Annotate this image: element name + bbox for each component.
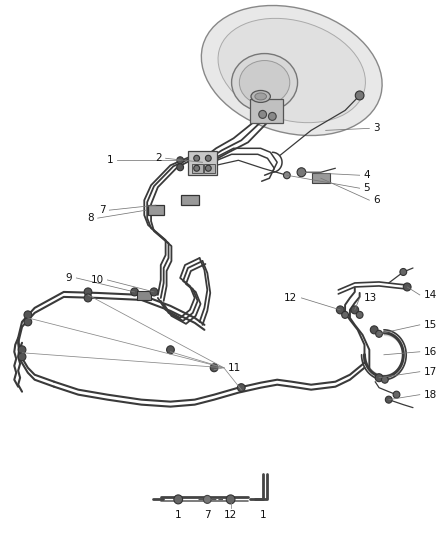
Text: 3: 3 (373, 123, 380, 133)
Circle shape (393, 391, 400, 398)
Text: 8: 8 (87, 213, 94, 223)
FancyBboxPatch shape (192, 164, 203, 173)
Circle shape (375, 374, 383, 382)
Text: 14: 14 (424, 290, 437, 300)
Circle shape (24, 318, 32, 326)
Circle shape (283, 172, 290, 179)
Circle shape (237, 384, 245, 392)
Circle shape (84, 288, 92, 296)
Text: 15: 15 (424, 320, 437, 330)
Circle shape (174, 495, 183, 504)
Circle shape (268, 112, 276, 120)
Circle shape (400, 269, 407, 276)
Circle shape (24, 311, 32, 319)
Ellipse shape (201, 5, 382, 135)
Circle shape (342, 311, 349, 318)
Text: 6: 6 (373, 195, 380, 205)
Circle shape (203, 495, 211, 503)
Circle shape (18, 346, 26, 354)
FancyBboxPatch shape (181, 195, 198, 205)
FancyBboxPatch shape (148, 205, 164, 215)
Circle shape (177, 157, 184, 164)
Circle shape (194, 155, 200, 161)
Circle shape (18, 353, 26, 361)
Circle shape (226, 495, 235, 504)
Ellipse shape (251, 91, 270, 102)
Circle shape (194, 165, 200, 171)
Circle shape (259, 110, 266, 118)
Text: 13: 13 (364, 293, 377, 303)
Circle shape (166, 346, 174, 354)
Circle shape (84, 294, 92, 302)
Text: 1: 1 (259, 511, 266, 520)
Circle shape (403, 283, 411, 291)
Circle shape (355, 91, 364, 100)
Text: 9: 9 (66, 273, 72, 283)
Text: 18: 18 (424, 390, 437, 400)
Circle shape (351, 306, 359, 314)
Circle shape (381, 376, 388, 383)
Text: 12: 12 (224, 511, 237, 520)
Text: 1: 1 (106, 155, 113, 165)
Circle shape (336, 306, 344, 314)
FancyBboxPatch shape (312, 173, 329, 183)
Circle shape (205, 155, 211, 161)
Ellipse shape (239, 61, 290, 104)
Text: 4: 4 (364, 170, 370, 180)
Circle shape (376, 330, 382, 337)
Circle shape (210, 364, 218, 372)
Ellipse shape (218, 18, 365, 123)
FancyBboxPatch shape (204, 164, 215, 173)
Text: 12: 12 (284, 293, 297, 303)
Text: 10: 10 (90, 275, 103, 285)
FancyBboxPatch shape (188, 151, 217, 175)
Text: 1: 1 (175, 511, 181, 520)
Circle shape (356, 311, 363, 318)
Circle shape (297, 168, 306, 177)
FancyBboxPatch shape (250, 100, 283, 123)
Circle shape (205, 165, 211, 171)
Ellipse shape (255, 93, 266, 100)
Text: 17: 17 (424, 367, 437, 377)
Circle shape (177, 164, 184, 171)
Text: 7: 7 (204, 511, 211, 520)
FancyBboxPatch shape (138, 292, 151, 301)
Circle shape (150, 288, 158, 296)
Circle shape (131, 288, 138, 296)
Text: 11: 11 (228, 363, 241, 373)
Text: 5: 5 (364, 183, 370, 193)
Circle shape (370, 326, 378, 334)
Text: 16: 16 (424, 347, 437, 357)
Circle shape (385, 396, 392, 403)
Text: 2: 2 (155, 154, 162, 163)
Ellipse shape (232, 53, 297, 111)
Text: 7: 7 (99, 205, 106, 215)
